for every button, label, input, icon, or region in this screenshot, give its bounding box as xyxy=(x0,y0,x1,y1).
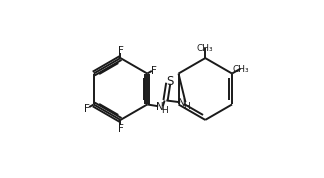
Text: CH₃: CH₃ xyxy=(197,44,214,53)
Text: F: F xyxy=(118,46,123,56)
Text: CH₃: CH₃ xyxy=(233,65,249,74)
Text: N: N xyxy=(156,102,164,112)
Text: F: F xyxy=(151,66,157,76)
Text: H: H xyxy=(183,102,190,111)
Text: F: F xyxy=(84,104,90,114)
Text: F: F xyxy=(118,124,123,134)
Text: H: H xyxy=(161,106,168,115)
Text: S: S xyxy=(166,75,174,88)
Text: N: N xyxy=(179,98,186,108)
